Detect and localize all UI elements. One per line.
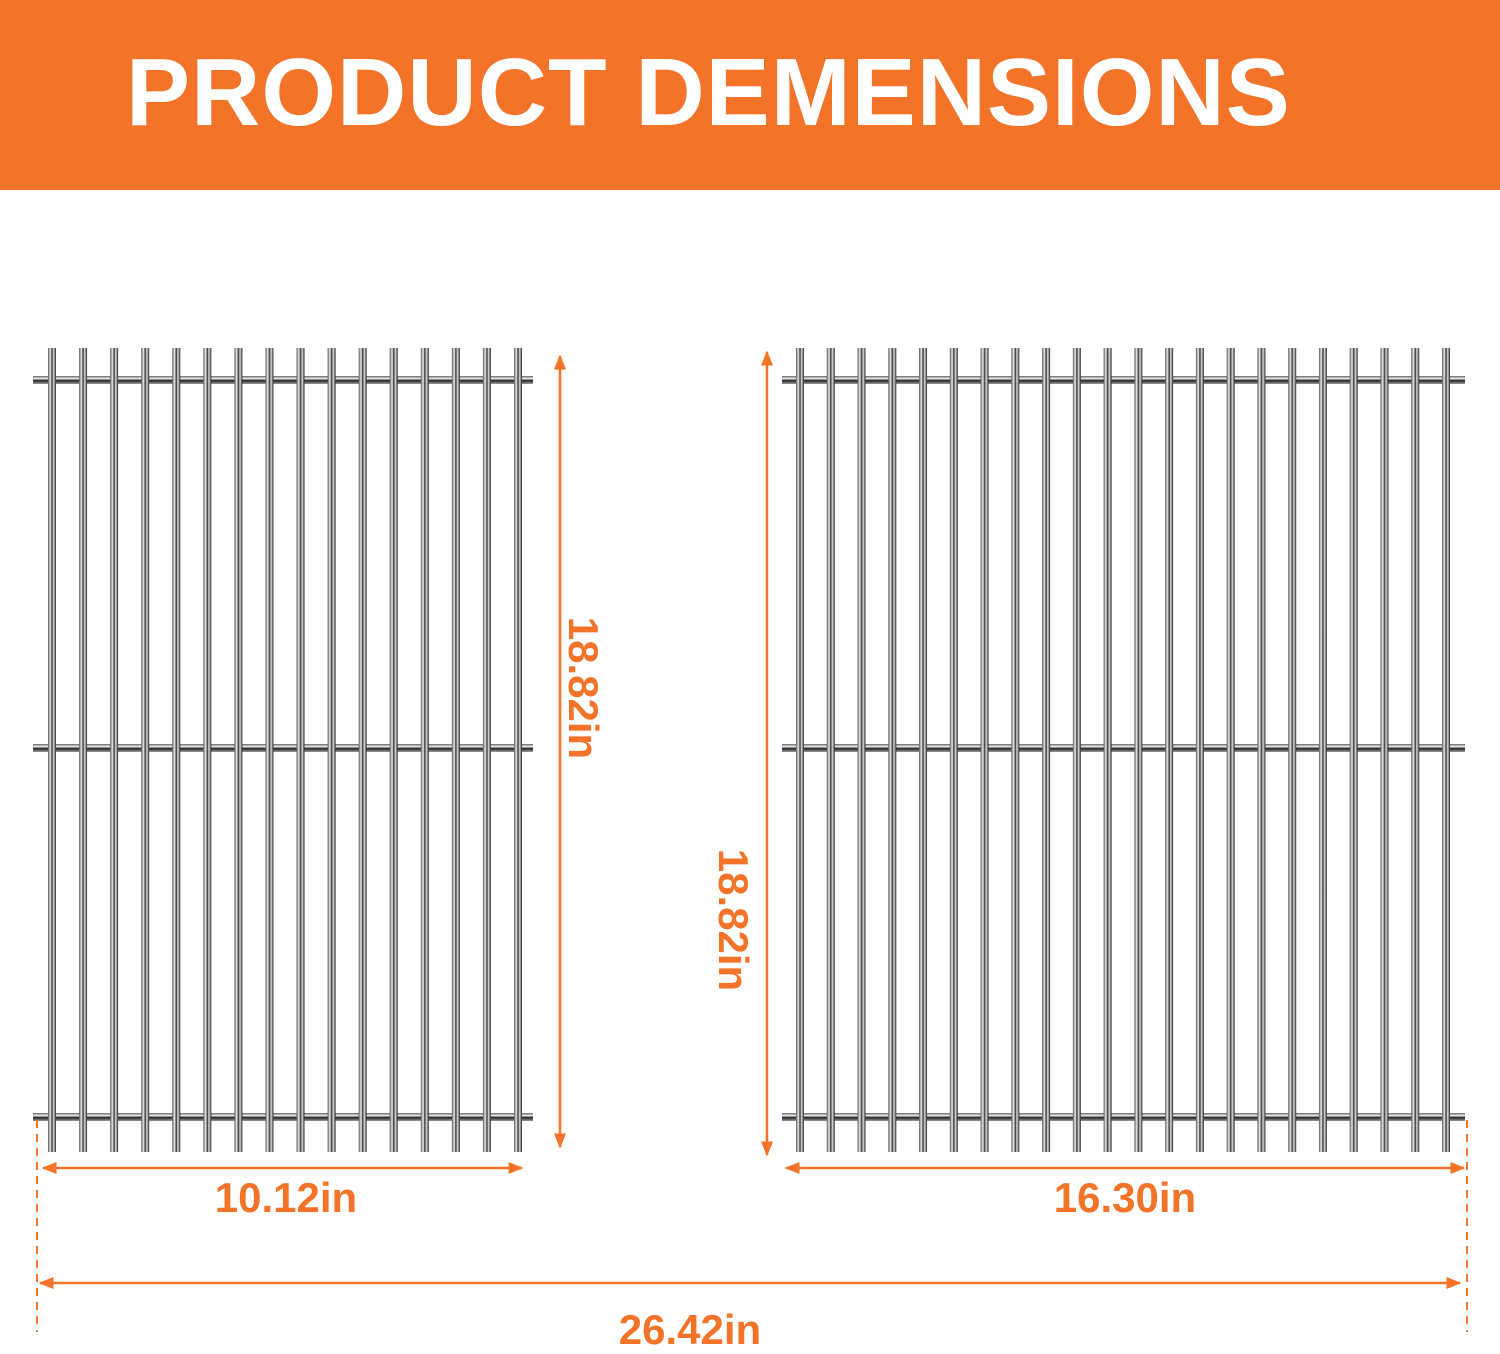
grate-rod: [327, 348, 336, 1152]
grate-rod: [514, 348, 522, 1152]
grate-rod: [1134, 348, 1143, 1152]
cross-bar: [782, 376, 1465, 384]
grate-rod: [1072, 348, 1081, 1152]
grate-rod: [1442, 348, 1450, 1152]
grate-rod: [172, 348, 181, 1152]
grate-rod: [919, 348, 928, 1152]
grate-rod: [79, 348, 88, 1152]
grate-rod: [110, 348, 119, 1152]
left-height-label: 18.82in: [560, 616, 607, 760]
cross-bar: [33, 1113, 533, 1121]
grate-rod: [1195, 348, 1204, 1152]
grate-rod: [1318, 348, 1327, 1152]
grate-rod: [451, 348, 460, 1152]
grate-rod: [826, 348, 835, 1152]
right-grate: [782, 348, 1465, 1152]
page-title: PRODUCT DEMENSIONS: [126, 39, 1291, 146]
grate-rod: [1011, 348, 1020, 1152]
grate-rod: [888, 348, 897, 1152]
total-width-label: 26.42in: [618, 1306, 762, 1353]
grate-rod: [358, 348, 367, 1152]
grate-rod: [234, 348, 243, 1152]
left-grate: [33, 348, 533, 1152]
grate-rod: [48, 348, 56, 1152]
grate-rod: [796, 348, 804, 1152]
right-width-label: 16.30in: [1053, 1174, 1197, 1221]
grate-rod: [1165, 348, 1174, 1152]
grate-rod: [1411, 348, 1420, 1152]
grate-rod: [1288, 348, 1297, 1152]
grate-rod: [296, 348, 305, 1152]
cross-bar: [782, 1113, 1465, 1121]
grate-rod: [1380, 348, 1389, 1152]
grate-rod: [1226, 348, 1235, 1152]
grate-rod: [857, 348, 866, 1152]
grate-rod: [1349, 348, 1358, 1152]
grate-rod: [980, 348, 989, 1152]
grate-rod: [203, 348, 212, 1152]
grate-rod: [141, 348, 150, 1152]
grate-rod: [420, 348, 429, 1152]
grate-rod: [949, 348, 958, 1152]
grate-rod: [1103, 348, 1112, 1152]
grate-rod: [482, 348, 491, 1152]
left-width-label: 10.12in: [214, 1174, 358, 1221]
grate-rod: [1257, 348, 1266, 1152]
cross-bar: [782, 744, 1465, 752]
grate-rod: [389, 348, 398, 1152]
cross-bar: [33, 376, 533, 384]
header-banner: PRODUCT DEMENSIONS: [0, 0, 1500, 190]
grate-rod: [1042, 348, 1051, 1152]
right-height-label: 18.82in: [710, 848, 757, 992]
grate-rod: [265, 348, 274, 1152]
cross-bar: [33, 744, 533, 752]
